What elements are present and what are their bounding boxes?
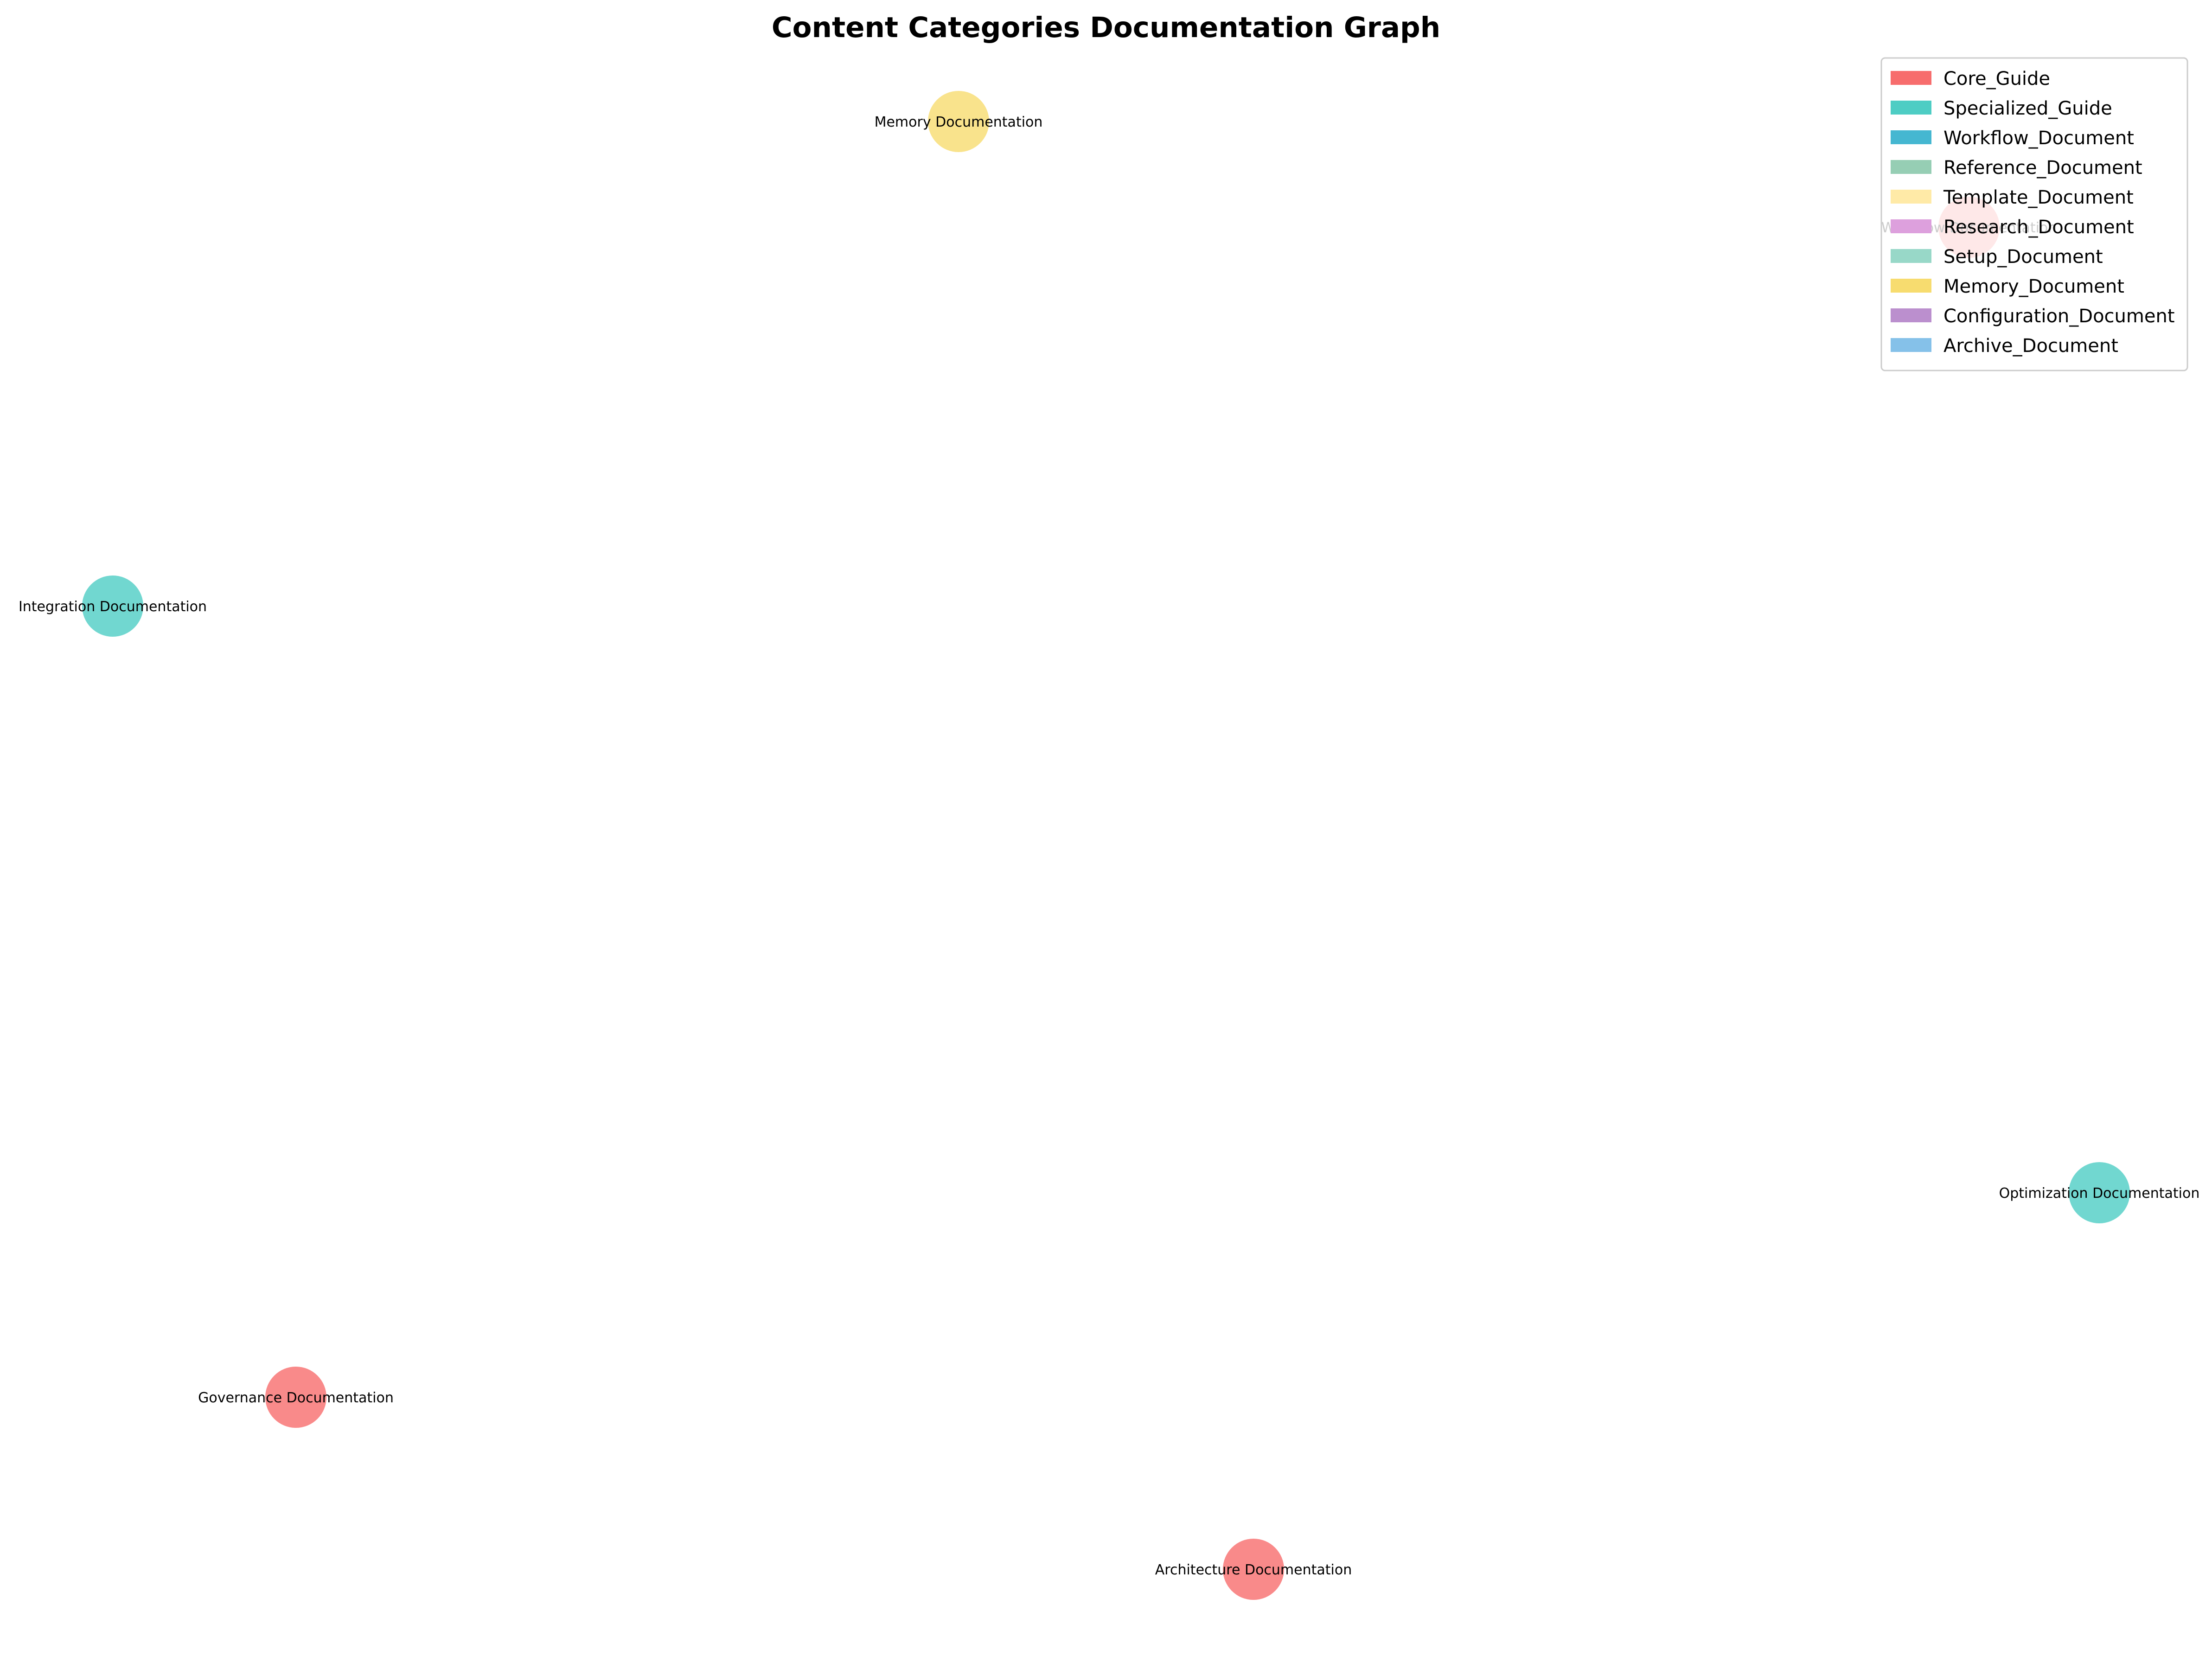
legend-label: Workflow_Document <box>1943 128 2134 149</box>
legend-label: Configuration_Document <box>1943 306 2175 327</box>
legend-label: Memory_Document <box>1943 276 2124 297</box>
legend-swatch <box>1891 190 1931 204</box>
graph-node-governance: Governance Documentation <box>198 1367 394 1428</box>
legend-swatch <box>1891 160 1931 174</box>
node-circle-governance <box>265 1367 326 1428</box>
legend-swatch <box>1891 101 1931 115</box>
legend-item-core-guide: Core_Guide <box>1891 68 2050 90</box>
node-circle-memory <box>928 91 989 152</box>
node-circle-integration <box>82 575 143 637</box>
nodes-layer: Memory DocumentationWorkflow Documentati… <box>19 91 2199 1600</box>
graph-title: Content Categories Documentation Graph <box>772 11 1440 44</box>
node-circle-architecture <box>1223 1539 1284 1600</box>
legend-swatch <box>1891 130 1931 144</box>
legend-label: Specialized_Guide <box>1943 98 2112 119</box>
legend-swatch <box>1891 71 1931 85</box>
legend-label: Core_Guide <box>1943 68 2050 90</box>
legend-swatch <box>1891 249 1931 263</box>
node-label-optimization: Optimization Documentation <box>1999 1185 2200 1202</box>
legend-frame <box>1880 57 2188 371</box>
legend-item-specialized-guide: Specialized_Guide <box>1891 98 2112 119</box>
legend-swatch <box>1891 219 1931 233</box>
legend-item-configuration-document: Configuration_Document <box>1891 306 2175 327</box>
node-label-architecture: Architecture Documentation <box>1155 1562 1352 1578</box>
legend-label: Setup_Document <box>1943 246 2103 268</box>
legend-swatch <box>1891 308 1931 322</box>
legend-label: Template_Document <box>1943 187 2134 208</box>
graph-node-integration: Integration Documentation <box>19 575 207 637</box>
graph-node-architecture: Architecture Documentation <box>1155 1539 1352 1600</box>
legend-item-workflow-document: Workflow_Document <box>1891 128 2134 149</box>
node-circle-optimization <box>2069 1162 2130 1223</box>
legend-item-reference-document: Reference_Document <box>1891 157 2142 179</box>
graph-node-optimization: Optimization Documentation <box>1999 1162 2200 1223</box>
legend-swatch <box>1891 338 1931 352</box>
legend-item-research-document: Research_Document <box>1891 217 2134 238</box>
legend-item-memory-document: Memory_Document <box>1891 276 2124 297</box>
graph-node-memory: Memory Documentation <box>875 91 1043 152</box>
node-label-governance: Governance Documentation <box>198 1390 394 1406</box>
legend: Core_Guide Specialized_Guide Workflow_Docu… <box>1880 57 2188 371</box>
legend-label: Research_Document <box>1943 217 2134 238</box>
legend-label: Reference_Document <box>1943 157 2142 179</box>
legend-item-template-document: Template_Document <box>1891 187 2134 208</box>
legend-swatch <box>1891 279 1931 293</box>
legend-item-setup-document: Setup_Document <box>1891 246 2103 268</box>
node-label-memory: Memory Documentation <box>875 114 1043 130</box>
legend-label: Archive_Document <box>1943 335 2118 357</box>
legend-item-archive-document: Archive_Document <box>1891 335 2118 357</box>
node-label-integration: Integration Documentation <box>19 599 207 615</box>
